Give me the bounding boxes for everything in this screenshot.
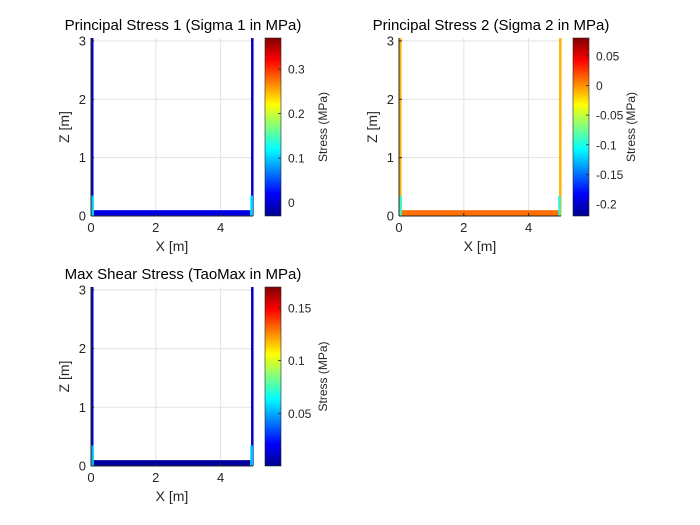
colorbar: [572, 37, 590, 217]
chart-title: Principal Stress 2 (Sigma 2 in MPa): [373, 17, 610, 34]
x-axis-label: X [m]: [156, 238, 189, 254]
corner-stress-right: [250, 445, 253, 466]
colorbar-label: Stress (MPa): [316, 341, 330, 411]
base-slab: [91, 460, 253, 466]
x-tick-label: 4: [525, 220, 532, 235]
y-tick-label: 1: [79, 400, 86, 415]
left-wall: [91, 38, 94, 216]
y-tick-label: 3: [79, 282, 86, 297]
y-tick-label: 3: [387, 33, 394, 48]
x-tick-label: 2: [152, 220, 159, 235]
colorbar-tick-label: 0.1: [288, 152, 305, 166]
y-tick-label: 1: [387, 150, 394, 165]
x-tick-label: 2: [460, 220, 467, 235]
y-axis-label: Z [m]: [56, 361, 72, 393]
colorbar-label: Stress (MPa): [316, 92, 330, 162]
colorbar-tick-label: 0.05: [596, 49, 620, 63]
corner-stress-right: [250, 195, 253, 216]
y-tick-label: 0: [79, 459, 86, 474]
x-axis-label: X [m]: [464, 238, 497, 254]
left-wall: [399, 38, 402, 216]
left-wall: [91, 287, 94, 466]
corner-stress-left: [91, 445, 94, 466]
right-wall: [251, 287, 254, 466]
y-tick-label: 2: [387, 92, 394, 107]
right-wall: [251, 38, 254, 216]
y-tick-label: 1: [79, 150, 86, 165]
x-tick-label: 4: [217, 220, 224, 235]
y-axis-label: Z [m]: [56, 111, 72, 143]
colorbar-tick-label: 0: [288, 196, 295, 210]
colorbar-tick-label: 0.2: [288, 107, 305, 121]
corner-stress-left: [399, 195, 402, 216]
x-tick-label: 4: [217, 470, 224, 485]
y-tick-label: 0: [79, 209, 86, 224]
colorbar: [264, 37, 282, 217]
colorbar-tick-label: -0.2: [596, 198, 617, 212]
colorbar-tick-label: 0: [596, 79, 603, 93]
y-tick-label: 0: [387, 209, 394, 224]
colorbar-tick-label: 0.1: [288, 354, 305, 368]
y-tick-label: 2: [79, 341, 86, 356]
x-tick-label: 0: [87, 470, 94, 485]
chart-title: Principal Stress 1 (Sigma 1 in MPa): [65, 17, 302, 34]
corner-stress-left: [91, 195, 94, 216]
x-tick-label: 0: [395, 220, 402, 235]
base-slab: [91, 210, 253, 216]
x-axis-label: X [m]: [156, 488, 189, 504]
y-tick-label: 2: [79, 92, 86, 107]
corner-stress-right: [558, 195, 561, 216]
axes-background: [399, 38, 561, 216]
colorbar-tick-label: 0.3: [288, 63, 305, 77]
axes-background: [91, 287, 253, 466]
axes-background: [91, 38, 253, 216]
colorbar-tick-label: -0.05: [596, 109, 624, 123]
y-axis-label: Z [m]: [364, 111, 380, 143]
colorbar: [264, 286, 282, 467]
chart-title: Max Shear Stress (TaoMax in MPa): [65, 266, 302, 283]
right-wall: [559, 38, 562, 216]
colorbar-tick-label: 0.15: [288, 302, 312, 316]
colorbar-label: Stress (MPa): [624, 92, 638, 162]
colorbar-tick-label: -0.15: [596, 168, 624, 182]
colorbar-tick-label: -0.1: [596, 138, 617, 152]
colorbar-tick-label: 0.05: [288, 407, 312, 421]
x-tick-label: 2: [152, 470, 159, 485]
y-tick-label: 3: [79, 33, 86, 48]
x-tick-label: 0: [87, 220, 94, 235]
base-slab: [399, 210, 561, 216]
